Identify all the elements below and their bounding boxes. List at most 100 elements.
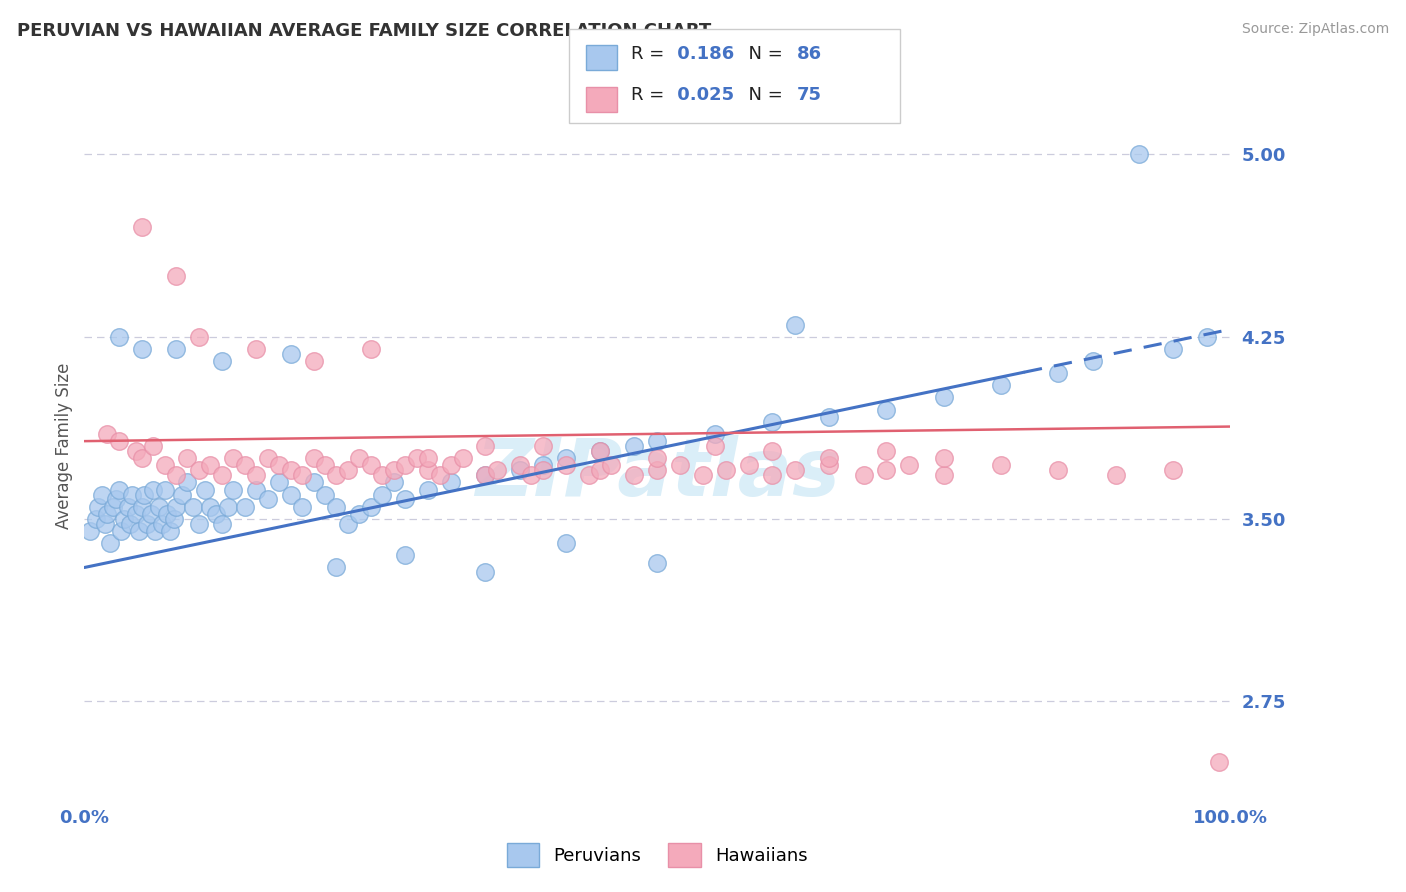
Point: [474, 468, 496, 483]
Point: [360, 458, 382, 473]
Point: [623, 439, 645, 453]
Legend: Peruvians, Hawaiians: Peruvians, Hawaiians: [499, 836, 815, 874]
Point: [125, 443, 148, 458]
Point: [783, 318, 806, 332]
Point: [131, 451, 153, 466]
Point: [245, 483, 267, 497]
Point: [269, 475, 291, 490]
Text: N =: N =: [737, 45, 789, 62]
Point: [1208, 755, 1230, 769]
Point: [176, 475, 198, 490]
Point: [509, 463, 531, 477]
Point: [589, 443, 612, 458]
Point: [159, 524, 181, 538]
Point: [269, 458, 291, 473]
Point: [440, 475, 463, 490]
Point: [131, 342, 153, 356]
Point: [349, 451, 371, 466]
Point: [139, 507, 162, 521]
Point: [990, 378, 1012, 392]
Point: [394, 458, 416, 473]
Point: [145, 524, 167, 538]
Point: [107, 329, 129, 343]
Point: [818, 451, 841, 466]
Point: [176, 451, 198, 466]
Point: [394, 549, 416, 563]
Point: [136, 516, 159, 531]
Point: [531, 458, 554, 473]
Point: [96, 426, 118, 441]
Point: [194, 483, 217, 497]
Point: [554, 451, 576, 466]
Point: [211, 468, 233, 483]
Point: [623, 468, 645, 483]
Point: [325, 560, 347, 574]
Point: [418, 483, 440, 497]
Point: [165, 268, 187, 283]
Point: [382, 475, 405, 490]
Point: [117, 500, 139, 514]
Point: [84, 512, 107, 526]
Text: ZIPatlas: ZIPatlas: [475, 435, 839, 513]
Point: [1161, 342, 1184, 356]
Point: [165, 342, 187, 356]
Point: [245, 468, 267, 483]
Point: [336, 463, 359, 477]
Point: [105, 492, 128, 507]
Point: [181, 500, 204, 514]
Point: [256, 451, 278, 466]
Point: [245, 342, 267, 356]
Point: [405, 451, 427, 466]
Point: [211, 354, 233, 368]
Point: [761, 468, 783, 483]
Point: [256, 492, 278, 507]
Point: [233, 500, 256, 514]
Point: [589, 443, 612, 458]
Point: [280, 346, 302, 360]
Text: R =: R =: [631, 45, 671, 62]
Point: [429, 468, 451, 483]
Point: [852, 468, 875, 483]
Point: [314, 458, 336, 473]
Point: [1047, 463, 1070, 477]
Point: [107, 483, 129, 497]
Point: [818, 409, 841, 424]
Point: [1105, 468, 1128, 483]
Point: [531, 439, 554, 453]
Point: [150, 516, 173, 531]
Point: [647, 463, 669, 477]
Point: [121, 487, 143, 501]
Text: Source: ZipAtlas.com: Source: ZipAtlas.com: [1241, 22, 1389, 37]
Point: [1128, 147, 1150, 161]
Text: 0.025: 0.025: [671, 86, 734, 103]
Text: 86: 86: [797, 45, 823, 62]
Point: [360, 342, 382, 356]
Point: [932, 468, 955, 483]
Point: [188, 516, 211, 531]
Point: [96, 507, 118, 521]
Point: [418, 463, 440, 477]
Point: [114, 512, 136, 526]
Point: [761, 415, 783, 429]
Point: [200, 458, 222, 473]
Point: [110, 524, 132, 538]
Point: [520, 468, 543, 483]
Point: [94, 516, 117, 531]
Text: N =: N =: [737, 86, 789, 103]
Point: [783, 463, 806, 477]
Point: [156, 507, 179, 521]
Point: [1081, 354, 1104, 368]
Point: [485, 463, 508, 477]
Point: [531, 463, 554, 477]
Point: [578, 468, 600, 483]
Point: [125, 507, 148, 521]
Point: [200, 500, 222, 514]
Point: [647, 556, 669, 570]
Point: [474, 566, 496, 580]
Point: [132, 487, 155, 501]
Point: [703, 439, 725, 453]
Point: [222, 451, 245, 466]
Point: [932, 451, 955, 466]
Point: [205, 507, 228, 521]
Point: [153, 458, 176, 473]
